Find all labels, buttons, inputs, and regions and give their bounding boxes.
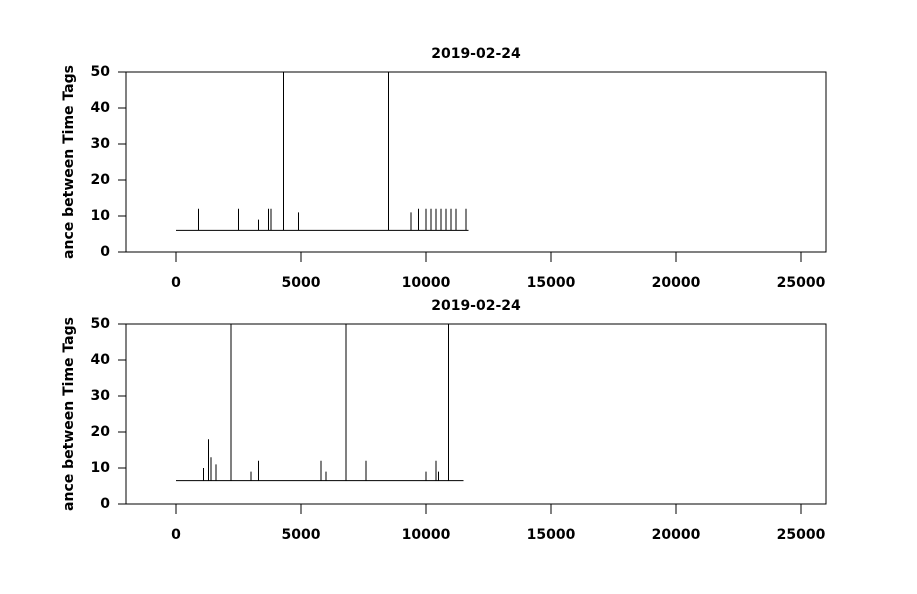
x-tick-label: 0 [171, 275, 181, 291]
x-tick-label: 15000 [527, 527, 576, 543]
x-tick-label: 15000 [527, 275, 576, 291]
y-tick-label: 40 [91, 100, 111, 116]
x-tick-label: 20000 [652, 275, 701, 291]
y-tick-label: 0 [100, 496, 110, 512]
y-axis-label: ance between Time Tags [61, 65, 77, 259]
data-line [176, 72, 469, 231]
x-tick-label: 10000 [402, 275, 451, 291]
data-line [176, 324, 464, 482]
chart-title: 2019-02-24 [431, 298, 521, 314]
x-tick-label: 10000 [402, 527, 451, 543]
x-tick-label: 5000 [282, 527, 321, 543]
chart-title: 2019-02-24 [431, 46, 521, 62]
y-tick-label: 50 [91, 64, 111, 80]
y-tick-label: 40 [91, 352, 111, 368]
plot-frame [125, 71, 827, 253]
y-axis-label: ance between Time Tags [61, 317, 77, 511]
x-tick-label: 20000 [652, 527, 701, 543]
y-tick-label: 20 [91, 424, 111, 440]
x-tick-label: 0 [171, 527, 181, 543]
y-tick-label: 30 [91, 388, 111, 404]
y-tick-label: 20 [91, 172, 111, 188]
plot-frame [125, 323, 827, 505]
y-tick-label: 10 [91, 208, 111, 224]
y-tick-label: 30 [91, 136, 111, 152]
y-tick-label: 10 [91, 460, 111, 476]
x-tick-label: 25000 [777, 527, 826, 543]
x-tick-label: 25000 [777, 275, 826, 291]
y-tick-label: 50 [91, 316, 111, 332]
x-tick-label: 5000 [282, 275, 321, 291]
y-tick-label: 0 [100, 244, 110, 260]
